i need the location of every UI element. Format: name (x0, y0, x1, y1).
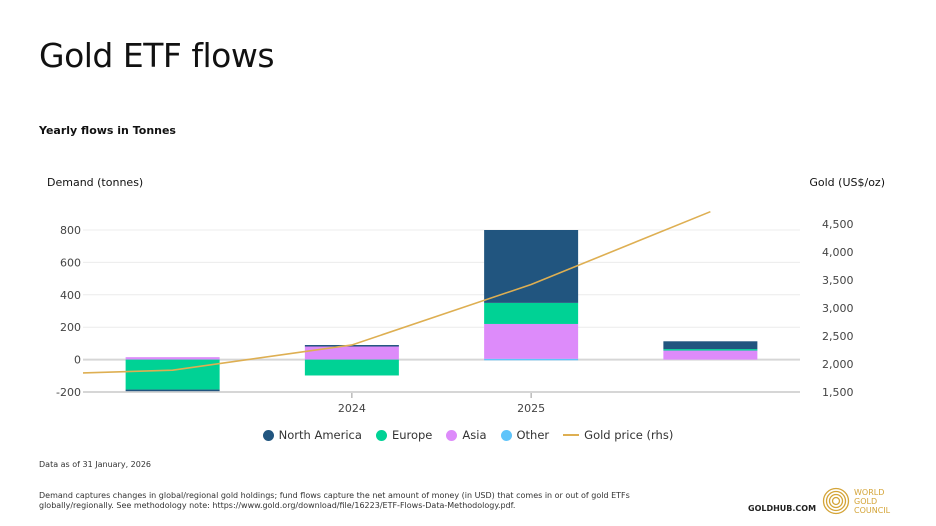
y2-tick-label: 4,000 (822, 246, 854, 259)
bar-north-america (663, 341, 758, 350)
bar-other (484, 358, 579, 361)
bar-europe (304, 359, 399, 376)
bar-asia (304, 345, 399, 360)
bar-europe (125, 359, 220, 390)
legend-label: Europe (391, 428, 433, 442)
goldhub-link[interactable]: GOLDHUB.COM (748, 504, 817, 513)
logo-text: WORLD GOLD COUNCIL (854, 487, 891, 515)
y-axis-label-right: Gold (US$/oz) (809, 176, 885, 189)
gold-price-line (82, 210, 711, 374)
bar-asia (125, 357, 220, 360)
legend-label: Asia (462, 428, 487, 442)
legend-label: Other (516, 428, 550, 442)
x-tick-label: 2025 (517, 402, 545, 415)
x-tick-label: 2024 (338, 402, 366, 415)
legend: North America Europe Asia Other Gold pri… (0, 428, 936, 442)
legend-item-other[interactable]: Other (500, 428, 550, 442)
bar-europe (663, 349, 758, 351)
bar-north-america (304, 345, 399, 347)
legend-swatch (375, 429, 387, 441)
bar-north-america (484, 230, 579, 303)
y2-tick-label: 3,500 (822, 274, 854, 287)
y-tick-label: 800 (60, 224, 81, 237)
legend-item-europe[interactable]: Europe (375, 428, 433, 442)
y2-tick-label: 2,500 (822, 330, 854, 343)
page-title: Gold ETF flows (39, 36, 275, 75)
methodology-note: Demand captures changes in global/region… (39, 491, 630, 510)
y2-tick-label: 2,000 (822, 358, 854, 371)
chart-subtitle: Yearly flows in Tonnes (39, 124, 176, 137)
bar-asia (663, 349, 758, 360)
y-tick-label: 0 (74, 354, 81, 367)
y2-tick-label: 1,500 (822, 386, 854, 399)
legend-label: Gold price (rhs) (584, 428, 674, 442)
data-as-of: Data as of 31 January, 2026 (39, 460, 152, 469)
legend-swatch (563, 434, 580, 436)
legend-swatch (446, 429, 458, 441)
legend-item-asia[interactable]: Asia (446, 428, 487, 442)
y2-tick-label: 4,500 (822, 218, 854, 231)
y-tick-label: 200 (60, 321, 81, 334)
world-gold-council-logo: WORLD GOLD COUNCIL (822, 487, 890, 515)
legend-swatch (262, 429, 274, 441)
y-axis-label-left: Demand (tonnes) (47, 176, 144, 189)
bar-europe (484, 302, 579, 324)
logo-rings-icon (822, 487, 850, 515)
legend-swatch (500, 429, 512, 441)
y-tick-label: -200 (56, 386, 81, 399)
chart: -200 0 200 400 600 800 1,500 2,000 2,500 3,000 3,5… (56, 210, 854, 415)
legend-label: North America (278, 428, 362, 442)
legend-item-gold-price[interactable]: Gold price (rhs) (563, 428, 673, 442)
y-tick-label: 600 (60, 256, 81, 269)
y2-tick-label: 3,000 (822, 302, 854, 315)
bar-north-america (125, 389, 220, 392)
legend-item-north-america[interactable]: North America (262, 428, 362, 442)
y-tick-label: 400 (60, 289, 81, 302)
bar-asia (484, 323, 579, 359)
